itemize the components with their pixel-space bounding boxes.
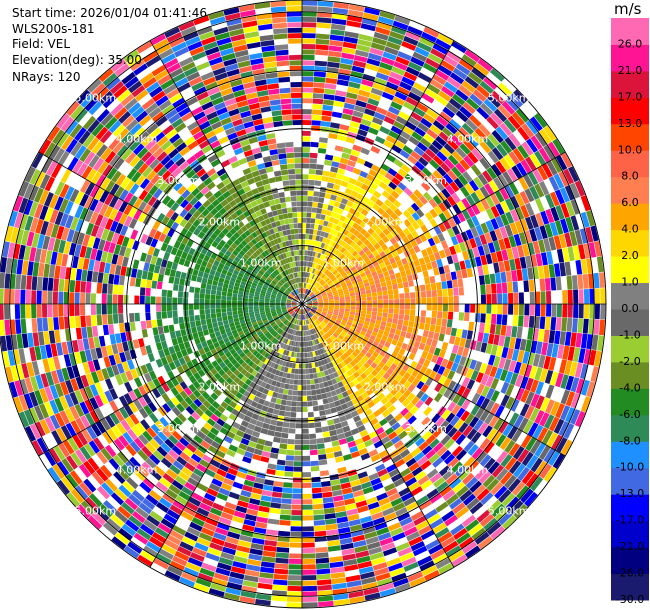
colorbar-swatch: [611, 467, 649, 495]
colorbar-swatch: [611, 70, 649, 98]
colorbar-tick-label: -21.0: [616, 540, 644, 553]
azimuth-spoke: [38, 303, 303, 457]
start-time-text: Start time: 2026/01/04 01:41:46: [12, 6, 207, 20]
colorbar-swatch: [611, 282, 649, 310]
colorbar-swatch: [611, 547, 649, 575]
velocity-gates: [0, 0, 606, 608]
ring-label: 3.00km: [405, 174, 447, 187]
colorbar-swatch: [611, 361, 649, 389]
ring-label: 5.00km: [75, 505, 117, 518]
azimuth-spoke: [301, 303, 455, 568]
colorbar-swatch: [611, 203, 649, 231]
elevation-text: Elevation(deg): 35.00: [12, 53, 142, 67]
colorbar-tick-label: -4.0: [619, 381, 640, 394]
colorbar-tick-label: -8.0: [619, 434, 640, 447]
colorbar-swatch: [611, 494, 649, 522]
field-text: Field: VEL: [12, 37, 71, 51]
colorbar-tick-label: -30.0: [616, 593, 644, 606]
colorbar-tick-label: 26.0: [618, 38, 643, 51]
colorbar-tick-label: 0.0: [621, 302, 639, 315]
colorbar-tick-label: 10.0: [618, 143, 643, 156]
colorbar: -30.0 -26.0 -21.0 -17.0 -13.0 -10.0 -8.0 -6.0 -4…: [611, 18, 649, 606]
colorbar-swatch: [611, 309, 649, 336]
colorbar-swatch: [611, 414, 649, 442]
ring-label: 1.00km: [240, 257, 282, 270]
colorbar-tick-label: 13.0: [618, 117, 643, 130]
colorbar-tick-label: -2.0: [619, 355, 640, 368]
azimuth-spoke: [301, 151, 566, 305]
colorbar-tick-label: 8.0: [621, 170, 639, 183]
ring-label: 4.00km: [447, 133, 489, 146]
colorbar-swatch: [611, 97, 649, 125]
ring-label: 3.00km: [157, 422, 199, 435]
colorbar-swatch: [611, 520, 649, 548]
ring-label: 5.00km: [488, 91, 530, 104]
colorbar-tick-label: -17.0: [616, 514, 644, 527]
colorbar-tick-label: 2.0: [621, 249, 639, 262]
colorbar-tick-label: 4.0: [621, 223, 639, 236]
colorbar-swatch: [611, 335, 649, 363]
colorbar-tick-label: 1.0: [621, 276, 639, 289]
ring-label: 3.00km: [157, 174, 199, 187]
colorbar-swatch: [611, 573, 649, 601]
ring-label: 4.00km: [116, 463, 158, 476]
colorbar-tick-label: -1.0: [619, 329, 640, 342]
range-grid: 1.00km 1.00km 1.00km 1.00km 2.00km 2.00km 2.00…: [0, 0, 607, 609]
ring-label: 3.00km: [405, 422, 447, 435]
colorbar-tick-label: 21.0: [618, 64, 643, 77]
colorbar-swatch: [611, 229, 649, 257]
ring-label: 1.00km: [323, 339, 365, 352]
colorbar-title: m/s: [614, 0, 642, 18]
ring-label: 5.00km: [75, 91, 117, 104]
ring-label: 5.00km: [488, 505, 530, 518]
ring-label: 2.00km: [199, 381, 241, 394]
colorbar-swatch: [611, 256, 649, 284]
colorbar-tick-label: 17.0: [618, 90, 643, 103]
colorbar-swatch: [611, 44, 649, 72]
instrument-text: WLS200s-181: [12, 22, 95, 36]
ring-label: 1.00km: [240, 339, 282, 352]
azimuth-spoke: [301, 40, 455, 305]
colorbar-swatch: [611, 176, 649, 204]
colorbar-swatch: [611, 388, 649, 416]
ring-label: 4.00km: [116, 133, 158, 146]
ring-label: 2.00km: [364, 215, 406, 228]
colorbar-tick-label: 6.0: [621, 196, 639, 209]
colorbar-swatch: [611, 150, 649, 178]
ring-label: 2.00km: [199, 215, 241, 228]
nrays-text: NRays: 120: [12, 70, 81, 84]
colorbar-swatch: [611, 18, 649, 45]
ring-label: 4.00km: [447, 463, 489, 476]
colorbar-tick-label: -26.0: [616, 567, 644, 580]
azimuth-spoke: [149, 40, 303, 305]
colorbar-tick-label: -10.0: [616, 461, 644, 474]
azimuth-spoke: [301, 303, 566, 457]
ring-label: 2.00km: [364, 381, 406, 394]
colorbar-tick-label: -13.0: [616, 487, 644, 500]
colorbar-swatch: [611, 123, 649, 151]
azimuth-spoke: [149, 303, 303, 568]
ring-label: 1.00km: [323, 257, 365, 270]
colorbar-swatch: [611, 441, 649, 469]
azimuth-spoke: [38, 151, 303, 305]
colorbar-tick-label: -6.0: [619, 408, 640, 421]
